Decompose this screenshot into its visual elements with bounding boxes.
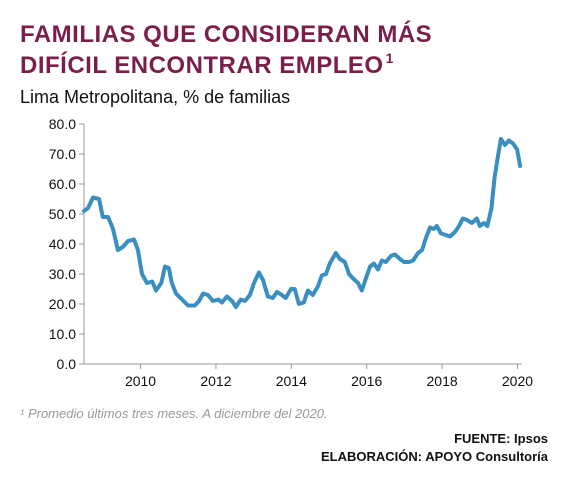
y-tick-label: 60.0: [49, 176, 76, 192]
y-tick-label: 20.0: [49, 296, 76, 312]
data-line: [82, 137, 523, 309]
chart-subtitle: Lima Metropolitana, % de familias: [20, 87, 290, 107]
footnote: ¹ Promedio últimos tres meses. A diciemb…: [20, 406, 328, 421]
y-tick-label: 70.0: [49, 146, 76, 162]
chart-title: DIFÍCIL ENCONTRAR EMPLEO 1: [20, 50, 394, 79]
y-tick-label: 10.0: [49, 326, 76, 342]
chart-title-line: DIFÍCIL ENCONTRAR EMPLEO: [20, 51, 384, 79]
x-tick-label: 2018: [427, 373, 458, 389]
y-tick-label: 0.0: [57, 356, 77, 372]
chart-title: FAMILIAS QUE CONSIDERAN MÁS: [20, 20, 432, 48]
y-tick-label: 80.0: [49, 116, 76, 132]
x-tick-label: 2016: [351, 373, 382, 389]
title-note-marker: 1: [386, 50, 394, 66]
source: ELABORACIÓN: APOYO Consultoría: [321, 449, 549, 464]
y-tick-label: 50.0: [49, 206, 76, 222]
x-tick-label: 2020: [502, 373, 533, 389]
x-tick-label: 2012: [200, 373, 231, 389]
x-tick-label: 2014: [276, 373, 307, 389]
y-tick-label: 40.0: [49, 236, 76, 252]
x-tick-label: 2010: [125, 373, 156, 389]
source: FUENTE: Ipsos: [454, 431, 548, 446]
y-tick-label: 30.0: [49, 266, 76, 282]
